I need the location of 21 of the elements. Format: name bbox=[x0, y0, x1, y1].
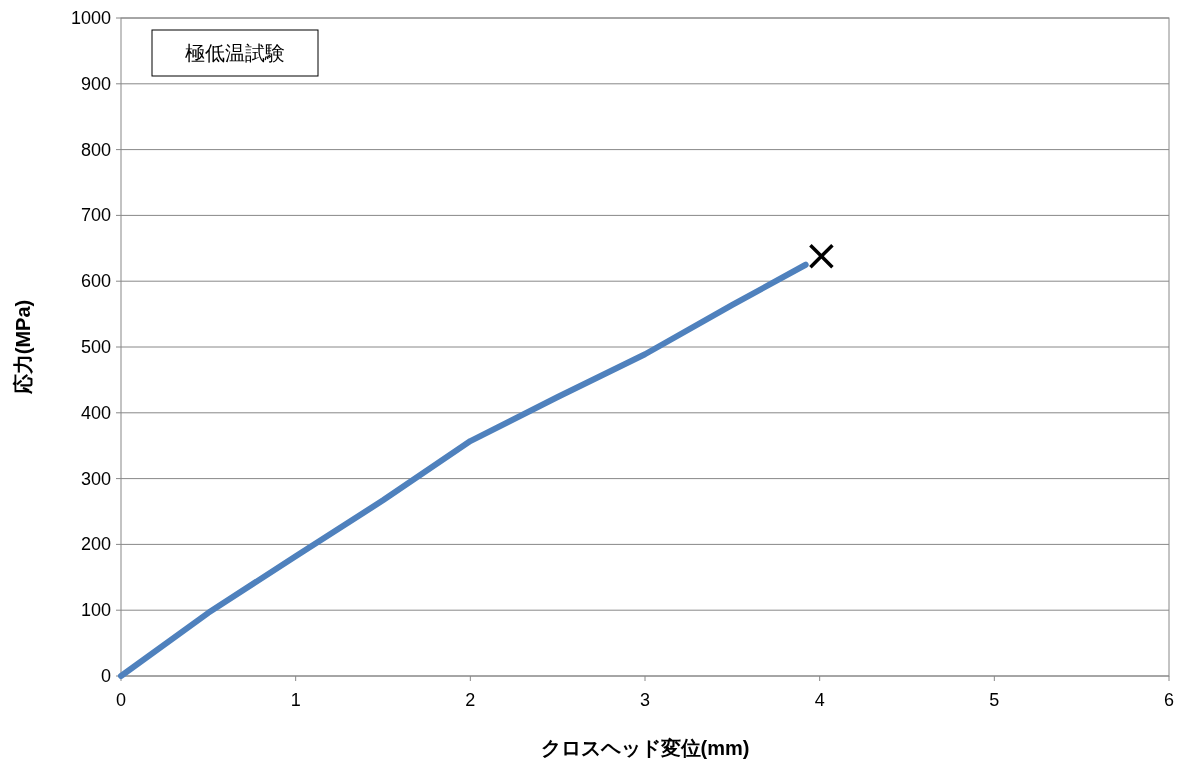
y-tick-label: 900 bbox=[80, 73, 111, 94]
y-tick-label: 300 bbox=[80, 468, 111, 489]
x-tick-label: 2 bbox=[465, 690, 476, 710]
y-tick-label: 400 bbox=[80, 402, 111, 423]
y-tick-label: 100 bbox=[80, 600, 111, 621]
y-tick-label: 1000 bbox=[70, 8, 111, 28]
x-tick-label: 5 bbox=[989, 690, 1000, 710]
y-tick-label: 800 bbox=[80, 139, 111, 160]
x-tick-label: 4 bbox=[814, 690, 825, 710]
y-tick-label: 700 bbox=[80, 205, 111, 226]
y-tick-label: 0 bbox=[100, 666, 111, 686]
annotation: 極低温試験 bbox=[185, 42, 285, 64]
x-axis-title: クロスヘッド変位(mm) bbox=[540, 737, 750, 759]
x-tick-label: 0 bbox=[115, 690, 127, 710]
y-tick-label: 600 bbox=[80, 271, 111, 292]
x-tick-label: 1 bbox=[290, 690, 301, 710]
y-tick-label: 500 bbox=[80, 337, 111, 357]
y-axis-title: 応力(MPa) bbox=[12, 299, 34, 396]
x-tick-label: 6 bbox=[1163, 690, 1175, 710]
x-tick-label: 3 bbox=[639, 690, 651, 710]
y-tick-label: 200 bbox=[80, 534, 111, 555]
